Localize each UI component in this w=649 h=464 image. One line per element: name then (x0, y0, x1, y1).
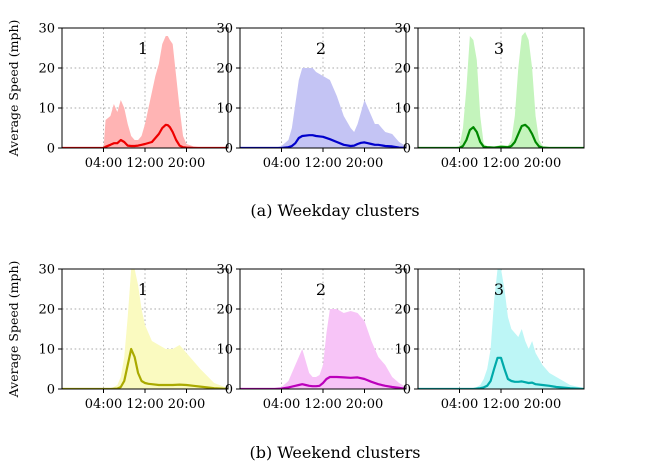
panel-weekend-1-ytick-label-1: 10 (38, 343, 55, 358)
panel-weekday-2-ytick-label-3: 30 (216, 22, 233, 37)
panel-weekend-1-ytick-label-2: 20 (38, 303, 55, 318)
panel-weekend-3-xtick-label-2: 20:00 (524, 397, 561, 412)
panel-weekday-1-title: 1 (138, 39, 148, 58)
panel-weekday-1-ytick-label-3: 30 (38, 22, 55, 37)
panel-weekend-2-ytick-label-3: 30 (216, 263, 233, 278)
panel-weekday-1-mean-line (62, 123, 228, 148)
panel-weekday-1: 0 10 20 30 04:00 12:00 20:00 1 Average Speed (mp… (6, 20, 229, 171)
panel-weekend-1-ytick-label-0: 0 (47, 383, 55, 398)
caption-weekend: (b) Weekend clusters (249, 443, 420, 462)
panel-weekend-2-title: 2 (316, 280, 326, 299)
panel-weekday-2-range-band (240, 68, 406, 148)
panel-weekday-1-xtick-label-2: 20:00 (168, 156, 205, 171)
panel-weekday-3-xtick-label-1: 12:00 (482, 156, 519, 171)
panel-weekday-3-ytick-label-3: 30 (394, 22, 411, 37)
panel-weekend-2-mean-line (240, 375, 406, 389)
panel-weekend-2-xtick-label-0: 04:00 (263, 397, 300, 412)
panel-weekday-3: 0 10 20 30 04:00 12:00 20:00 3 (394, 22, 585, 171)
panel-weekend-3-title: 3 (494, 280, 504, 299)
panel-weekend-3-mean-line (418, 356, 584, 389)
panel-weekend-2-xtick-label-2: 20:00 (346, 397, 383, 412)
panel-weekend-2-ytick-label-1: 10 (216, 343, 233, 358)
panel-weekend-1-xtick-label-2: 20:00 (168, 397, 205, 412)
panel-weekday-2-ytick-label-2: 20 (216, 62, 233, 77)
caption-weekday: (a) Weekday clusters (250, 201, 419, 220)
panel-weekday-3-ytick-label-1: 10 (394, 102, 411, 117)
panel-weekday-3-ytick-label-2: 20 (394, 62, 411, 77)
panel-weekend-1-xtick-label-1: 12:00 (126, 397, 163, 412)
panel-weekday-2: 0 10 20 30 04:00 12:00 20:00 2 (216, 22, 407, 171)
panel-weekend-3-range-band (418, 269, 584, 389)
panel-weekend-3: 0 10 20 30 04:00 12:00 20:00 3 (394, 263, 585, 412)
panel-weekend-3-xtick-label-1: 12:00 (482, 397, 519, 412)
panel-weekday-2-xtick-label-1: 12:00 (304, 156, 341, 171)
panel-weekday-3-ytick-label-0: 0 (403, 142, 411, 157)
panel-weekend-1-title: 1 (138, 280, 148, 299)
panel-weekend-2-range-band (240, 309, 406, 389)
panel-weekend-1: 0 10 20 30 04:00 12:00 20:00 1 Average Speed (mp… (6, 261, 229, 412)
panel-weekend-2-ytick-label-0: 0 (225, 383, 233, 398)
panel-weekday-2-ytick-label-0: 0 (225, 142, 233, 157)
panel-weekend-3-ytick-label-1: 10 (394, 343, 411, 358)
panel-weekend-3-ytick-label-2: 20 (394, 303, 411, 318)
panel-weekend-1-ytick-label-3: 30 (38, 263, 55, 278)
panel-weekday-2-title: 2 (316, 39, 326, 58)
panel-weekday-1-ytick-label-2: 20 (38, 62, 55, 77)
panel-weekend-2: 0 10 20 30 04:00 12:00 20:00 2 (216, 263, 407, 412)
panel-weekday-1-range-band (62, 36, 228, 148)
panel-weekday-1-ytick-label-0: 0 (47, 142, 55, 157)
panel-weekday-2-xtick-label-0: 04:00 (263, 156, 300, 171)
panel-weekend-2-xtick-label-1: 12:00 (304, 397, 341, 412)
panel-weekend-2-ytick-label-2: 20 (216, 303, 233, 318)
panel-weekday-2-mean-line (240, 134, 406, 148)
panel-weekend-3-xtick-label-0: 04:00 (441, 397, 478, 412)
panel-weekend-1-range-band (62, 269, 228, 389)
panel-weekend-1-mean-line (62, 347, 228, 389)
panel-weekday-3-mean-line (418, 123, 584, 148)
panel-weekday-3-title: 3 (494, 39, 504, 58)
panel-weekend-3-ytick-label-3: 30 (394, 263, 411, 278)
panel-weekday-3-xtick-label-0: 04:00 (441, 156, 478, 171)
panel-weekday-3-xtick-label-2: 20:00 (524, 156, 561, 171)
panel-weekend-1-xtick-label-0: 04:00 (85, 397, 122, 412)
panel-weekend-3-ytick-label-0: 0 (403, 383, 411, 398)
panel-weekday-2-xtick-label-2: 20:00 (346, 156, 383, 171)
panel-weekday-1-xtick-label-0: 04:00 (85, 156, 122, 171)
panel-weekend-1-ylabel: Average Speed (mph) (6, 261, 21, 399)
panel-weekday-1-ytick-label-1: 10 (38, 102, 55, 117)
panel-weekday-1-ylabel: Average Speed (mph) (6, 20, 21, 158)
panel-weekday-2-ytick-label-1: 10 (216, 102, 233, 117)
panel-weekday-1-xtick-label-1: 12:00 (126, 156, 163, 171)
